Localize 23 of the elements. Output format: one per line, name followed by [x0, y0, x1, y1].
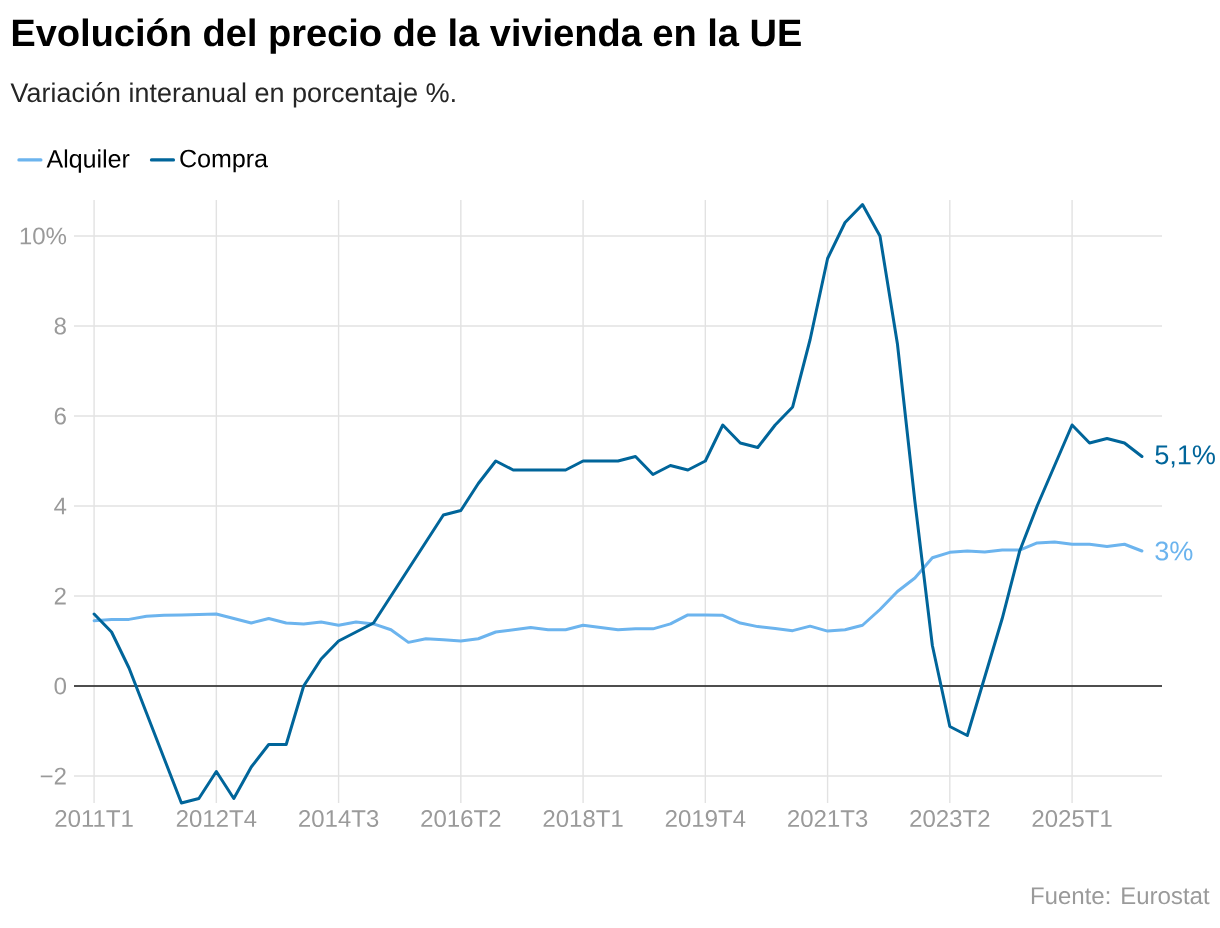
- y-tick-label: 4: [54, 497, 67, 515]
- x-tick-label: 2023T2: [910, 810, 990, 828]
- data-label: 3%: [1155, 541, 1193, 561]
- x-tick-label: 2014T3: [299, 810, 379, 828]
- y-tick-label: 6: [54, 407, 66, 425]
- x-tick-label: 2012T4: [176, 810, 257, 828]
- x-tick-label: 2021T3: [788, 810, 868, 828]
- chart-subtitle: Variación interanual en porcentaje %.: [10, 82, 455, 108]
- legend-label: Compra: [180, 149, 268, 173]
- y-tick-label: 8: [54, 317, 66, 335]
- y-tick-label: 10%: [20, 227, 67, 245]
- x-tick-label: 2019T4: [665, 810, 746, 828]
- data-label: 5,1%: [1155, 445, 1215, 468]
- x-tick-label: 2016T2: [421, 810, 501, 828]
- legend-label: Alquiler: [46, 149, 130, 173]
- x-tick-label: 2011T1: [55, 810, 133, 828]
- chart-title: Evolución del precio de la vivienda en la UE: [12, 18, 801, 54]
- y-tick-label: 2: [54, 587, 66, 605]
- x-tick-label: 2018T1: [543, 810, 623, 828]
- y-tick-label: −2: [40, 767, 66, 785]
- source-note: Fuente: Eurostat: [1031, 887, 1210, 905]
- x-tick-label: 2025T1: [1032, 810, 1112, 828]
- y-tick-label: 0: [54, 677, 67, 695]
